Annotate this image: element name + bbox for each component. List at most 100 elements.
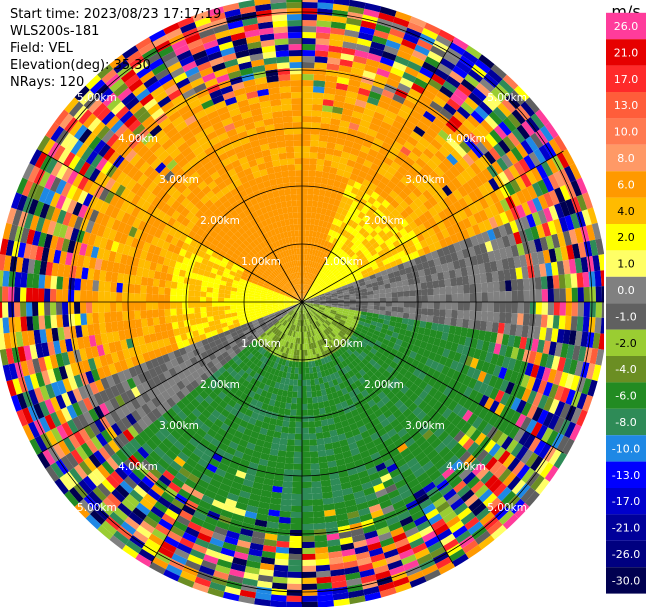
range-gate <box>278 152 287 160</box>
range-gate <box>451 414 463 427</box>
range-gate <box>574 330 583 347</box>
range-gate <box>432 496 447 509</box>
range-gate <box>221 477 234 487</box>
range-gate <box>470 338 479 349</box>
range-gate <box>439 309 446 318</box>
range-gate <box>20 287 27 302</box>
range-gate <box>233 475 245 485</box>
range-gate <box>574 360 584 377</box>
range-gate <box>92 312 100 324</box>
range-gate <box>509 411 522 425</box>
range-gate <box>293 318 297 325</box>
range-gate <box>349 422 359 431</box>
range-gate <box>280 352 286 360</box>
range-gate <box>236 539 251 549</box>
range-gate <box>397 483 410 495</box>
range-gate <box>315 44 329 52</box>
range-gate <box>261 376 268 385</box>
range-gate <box>340 400 349 409</box>
range-gate <box>496 432 509 447</box>
range-gate <box>414 420 425 432</box>
range-gate <box>233 551 249 561</box>
range-gate <box>302 571 317 578</box>
range-gate <box>404 388 414 399</box>
range-gate <box>277 388 284 396</box>
range-gate <box>289 182 296 189</box>
range-gate <box>362 524 377 534</box>
range-gate <box>359 513 373 523</box>
range-gate <box>313 306 319 310</box>
range-gate <box>310 310 316 315</box>
range-gate <box>317 152 326 160</box>
range-gate <box>306 305 312 310</box>
range-gate <box>134 318 142 329</box>
range-gate <box>305 230 310 237</box>
range-gate <box>275 356 281 364</box>
range-gate <box>447 400 458 412</box>
range-gate <box>348 346 356 353</box>
range-gate <box>270 497 282 505</box>
range-gate <box>357 384 366 393</box>
range-gate <box>349 309 356 314</box>
range-gate <box>250 487 263 496</box>
range-gate <box>309 311 314 317</box>
range-gate <box>586 363 596 380</box>
range-gate <box>176 542 193 555</box>
range-gate <box>383 457 395 468</box>
range-gate <box>86 313 94 325</box>
range-gate <box>299 343 302 350</box>
range-gate <box>174 547 190 560</box>
range-gate <box>336 519 350 528</box>
range-gate <box>320 388 327 396</box>
range-gate <box>303 325 306 332</box>
range-gate <box>441 365 450 376</box>
range-gate <box>358 361 366 369</box>
range-gate <box>440 419 452 431</box>
range-gate <box>274 467 285 475</box>
range-gate <box>524 362 534 377</box>
range-gate <box>302 361 306 368</box>
range-gate <box>184 559 201 571</box>
range-gate <box>32 273 40 289</box>
range-gate <box>425 342 434 352</box>
range-gate <box>372 344 380 351</box>
range-gate <box>317 450 327 458</box>
range-gate <box>364 354 372 363</box>
range-gate <box>325 521 338 529</box>
range-gate <box>278 189 286 197</box>
range-gate <box>311 481 322 488</box>
range-gate <box>537 394 549 410</box>
range-gate <box>275 419 284 427</box>
range-gate <box>187 554 204 566</box>
range-gate <box>297 223 302 231</box>
range-gate <box>164 294 171 302</box>
range-gate <box>318 140 328 148</box>
range-gate <box>330 311 337 315</box>
range-gate <box>350 528 365 537</box>
range-gate <box>274 350 280 357</box>
range-gate <box>381 452 392 463</box>
range-gate <box>292 481 302 488</box>
range-gate <box>176 314 184 322</box>
range-gate <box>279 158 288 166</box>
range-gate <box>442 324 451 334</box>
range-gate <box>291 104 302 111</box>
range-gate <box>20 316 28 332</box>
range-gate <box>289 529 302 537</box>
range-gate <box>302 236 306 243</box>
range-gate <box>279 332 284 339</box>
range-gate <box>199 302 207 308</box>
range-gate <box>374 378 383 387</box>
range-gate <box>158 546 174 559</box>
range-gate <box>290 349 295 356</box>
range-gate <box>383 319 390 326</box>
range-gate <box>344 342 351 349</box>
range-gate <box>463 454 476 468</box>
range-gate <box>317 588 333 596</box>
range-gate <box>262 483 273 492</box>
range-gate <box>355 326 363 332</box>
range-gate <box>276 540 290 548</box>
range-gate <box>568 359 578 375</box>
range-gate <box>302 205 307 213</box>
range-gate <box>215 447 226 457</box>
